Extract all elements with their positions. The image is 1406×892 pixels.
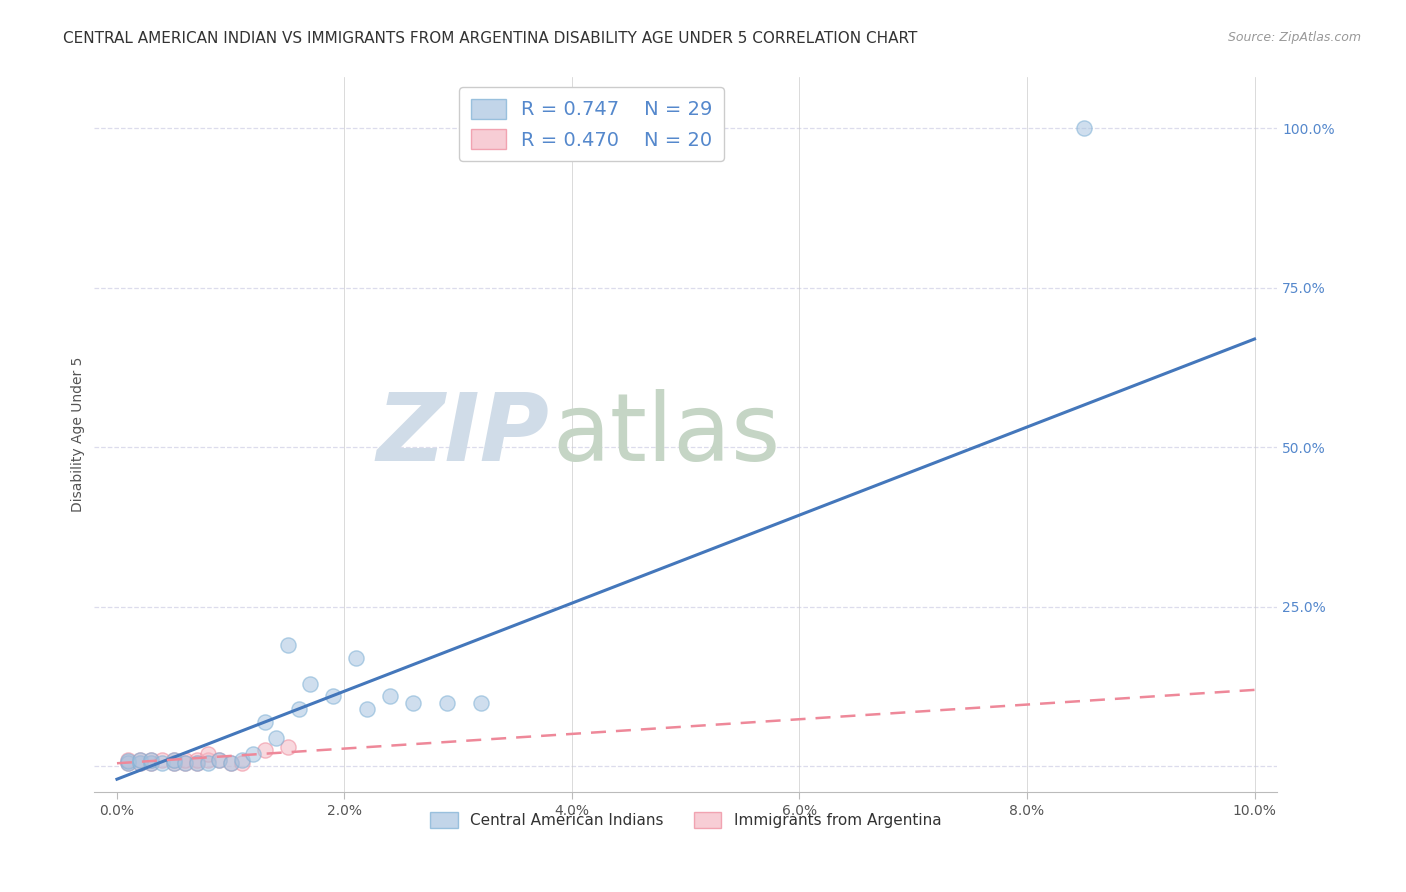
Point [231,756,253,771]
Point [117,753,139,767]
Text: CENTRAL AMERICAN INDIAN VS IMMIGRANTS FROM ARGENTINA DISABILITY AGE UNDER 5 CORR: CENTRAL AMERICAN INDIAN VS IMMIGRANTS FR… [63,31,918,46]
Point [1073,121,1095,136]
Point [436,696,458,710]
Point [139,756,162,771]
Point [163,756,186,771]
Text: ZIP: ZIP [377,389,550,481]
Point [197,753,219,767]
Text: Source: ZipAtlas.com: Source: ZipAtlas.com [1227,31,1361,45]
Point [277,740,299,755]
Point [117,755,139,769]
Point [470,696,492,710]
Point [208,753,231,767]
Point [117,756,139,771]
Point [197,756,219,771]
Y-axis label: Disability Age Under 5: Disability Age Under 5 [72,357,86,512]
Point [378,690,401,704]
Point [356,702,378,716]
Point [163,756,186,771]
Point [139,753,162,767]
Point [344,651,367,665]
Point [322,690,344,704]
Point [139,753,162,767]
Point [139,756,162,771]
Point [186,753,208,767]
Point [242,747,264,761]
Point [163,753,186,767]
Point [264,731,287,745]
Point [219,756,242,771]
Point [253,714,276,729]
Point [208,753,231,767]
Point [219,756,242,771]
Point [152,756,174,771]
Point [174,756,197,771]
Point [277,638,299,652]
Point [197,747,219,761]
Text: atlas: atlas [553,389,780,481]
Point [174,753,197,767]
Point [402,696,425,710]
Point [186,756,208,771]
Point [299,676,322,690]
Point [128,756,150,771]
Point [174,756,197,771]
Point [128,756,150,771]
Point [152,753,174,767]
Point [288,702,311,716]
Legend: Central American Indians, Immigrants from Argentina: Central American Indians, Immigrants fro… [425,806,948,834]
Point [186,756,208,771]
Point [253,743,276,757]
Point [128,753,150,767]
Point [117,756,139,771]
Point [163,753,186,767]
Point [128,753,150,767]
Point [231,753,253,767]
